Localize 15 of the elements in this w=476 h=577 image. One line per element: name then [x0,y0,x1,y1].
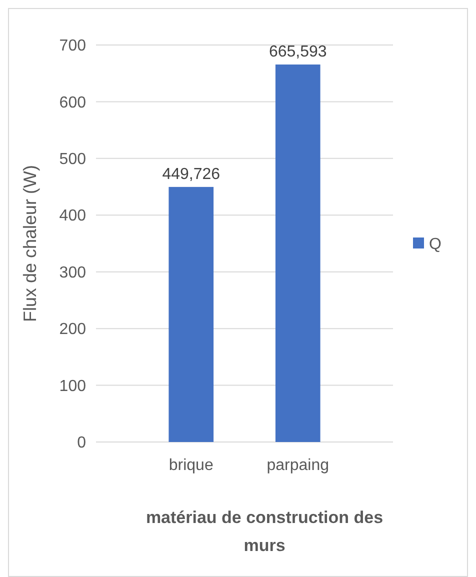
y-tick-label: 700 [59,38,86,55]
y-tick-label: 300 [59,264,86,282]
y-tick-label: 0 [77,434,86,452]
x-tick-label: parpaing [266,457,330,474]
y-tick-label: 600 [59,94,86,112]
y-axis-title: Flux de chaleur (W) [20,164,40,322]
x-axis-title: matériau de construction des murs [146,508,384,555]
legend-label: Q [429,236,442,254]
x-tick-label: brique [168,457,214,474]
text: 665,593 [268,44,327,61]
y-tick-label: 500 [59,151,86,168]
y-tick-label: 100 [59,378,86,395]
y-tick-label: 200 [59,321,86,338]
y-tick-label: 400 [59,208,86,225]
text: 449,726 [162,166,220,183]
